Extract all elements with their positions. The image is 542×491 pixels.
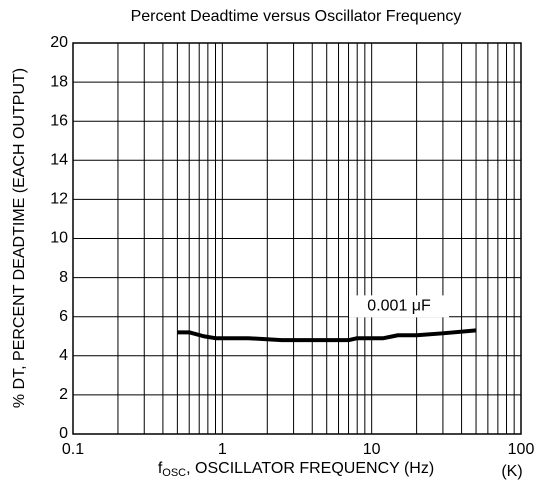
x-tick-label: 1 <box>218 441 227 458</box>
x-unit-note: (K) <box>501 463 522 480</box>
chart-title: Percent Deadtime versus Oscillator Frequ… <box>131 8 462 25</box>
y-tick-label: 10 <box>50 230 68 247</box>
y-tick-label: 18 <box>50 73 68 90</box>
plot-frame <box>72 42 522 435</box>
x-label-rest: , OSCILLATOR FREQUENCY (Hz) <box>186 460 434 477</box>
data-line <box>177 328 477 343</box>
y-axis-label: % DT, PERCENT DEADTIME (EACH OUTPUT) <box>11 68 28 408</box>
x-tick-label: 100 <box>508 441 535 458</box>
x-label-sub: OSC <box>162 467 186 479</box>
y-tick-label: 16 <box>50 112 68 129</box>
y-tick-label: 2 <box>59 386 68 403</box>
x-label-main: f <box>158 460 163 477</box>
x-tick-label: 10 <box>363 441 381 458</box>
y-tick-label: 6 <box>59 308 68 325</box>
x-axis-label: fOSC, OSCILLATOR FREQUENCY (Hz) <box>158 460 434 479</box>
series-label-bg <box>349 295 450 318</box>
y-tick-label: 8 <box>59 269 68 286</box>
y-tick-label: 12 <box>50 191 68 208</box>
y-tick-label: 14 <box>50 152 68 169</box>
x-tick-label: 0.1 <box>62 441 84 458</box>
y-tick-label: 4 <box>59 347 68 364</box>
y-tick-label: 0 <box>59 425 68 442</box>
series-label: 0.001 μF <box>367 298 431 315</box>
y-tick-label: 20 <box>50 34 68 51</box>
